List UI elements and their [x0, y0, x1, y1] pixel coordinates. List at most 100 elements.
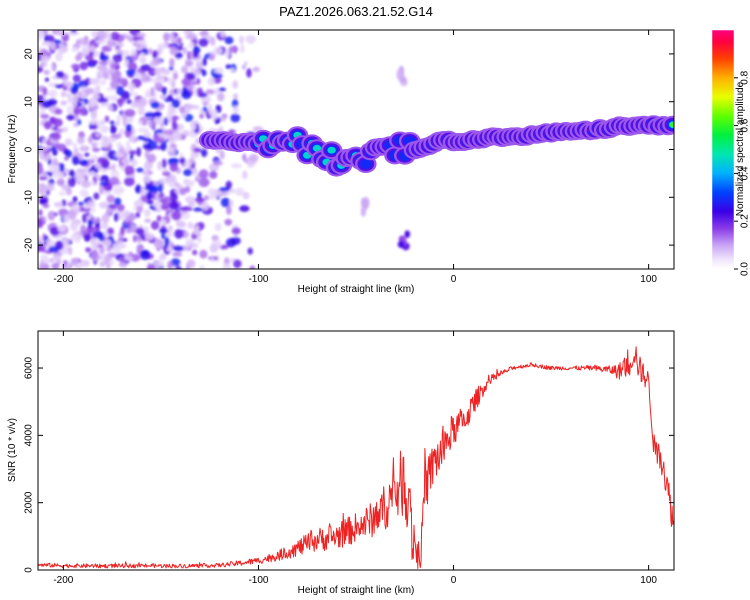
- spectrogram-y-tick-label: 0: [24, 146, 35, 152]
- noise-blob: [84, 87, 95, 95]
- noise-blob: [247, 247, 253, 255]
- noise-blob: [218, 87, 226, 92]
- noise-blob: [201, 201, 210, 211]
- noise-blob: [172, 251, 183, 257]
- noise-blob: [139, 57, 147, 64]
- noise-blob: [207, 77, 215, 86]
- noise-blob: [205, 89, 215, 95]
- noise-blob: [171, 122, 179, 131]
- noise-blob: [239, 35, 244, 44]
- snr-y-label: SNR (10 * v/v): [7, 418, 18, 482]
- noise-blob: [82, 213, 87, 224]
- side-lobe-blob: [361, 206, 366, 217]
- noise-blob: [72, 196, 78, 203]
- noise-blob: [168, 225, 173, 232]
- noise-blob: [77, 136, 85, 145]
- noise-blob: [198, 38, 209, 47]
- noise-blob: [61, 126, 69, 133]
- spectrogram-y-ticks: -20 -10 0 10 20: [24, 48, 674, 252]
- noise-blob: [62, 214, 70, 223]
- snr-y-tick-label: 2000: [24, 491, 35, 514]
- noise-blob: [99, 261, 106, 268]
- spectrogram-side-lobes: [360, 65, 411, 251]
- noise-blob: [123, 177, 135, 187]
- noise-blob: [92, 147, 101, 153]
- noise-blob: [103, 230, 109, 237]
- noise-blob: [213, 160, 223, 166]
- noise-blob: [139, 52, 146, 58]
- snr-x-tick-label: -100: [248, 575, 268, 586]
- noise-blob: [166, 231, 173, 238]
- noise-blob: [70, 63, 80, 69]
- noise-blob: [166, 112, 173, 119]
- noise-blob: [243, 61, 248, 66]
- noise-blob: [232, 80, 239, 89]
- noise-blob: [232, 93, 239, 100]
- noise-blob: [130, 48, 137, 57]
- spectrogram-y-label: Frequency (Hz): [7, 115, 18, 184]
- noise-blob: [66, 114, 75, 121]
- noise-blob: [217, 92, 225, 102]
- snr-frame: [37, 330, 675, 571]
- noise-blob: [104, 115, 110, 123]
- noise-blob: [91, 217, 101, 224]
- noise-blob: [219, 187, 231, 192]
- noise-blob: [115, 49, 125, 55]
- noise-blob: [192, 50, 199, 59]
- noise-blob: [97, 97, 109, 104]
- spectrogram-y-tick-label: 20: [24, 48, 35, 60]
- noise-blob: [179, 187, 187, 196]
- noise-blob: [77, 201, 85, 206]
- noise-blob: [160, 219, 167, 226]
- noise-blob: [48, 246, 59, 253]
- noise-blob: [192, 229, 200, 234]
- noise-blob: [163, 117, 169, 126]
- noise-blob: [42, 258, 52, 264]
- noise-blob: [154, 242, 164, 250]
- noise-blob: [136, 167, 144, 173]
- noise-blob: [169, 46, 178, 56]
- snr-x-tick-label: -200: [53, 575, 73, 586]
- noise-blob: [88, 44, 96, 53]
- noise-blob: [54, 108, 63, 115]
- noise-blob: [187, 72, 196, 81]
- noise-blob: [135, 211, 141, 218]
- noise-blob: [181, 78, 192, 86]
- noise-blob: [72, 142, 78, 148]
- noise-blob: [138, 97, 148, 107]
- noise-blob: [170, 258, 181, 267]
- noise-blob: [197, 237, 202, 243]
- ridge-blob: [327, 146, 336, 154]
- noise-blob: [88, 119, 100, 125]
- noise-blob: [231, 163, 242, 169]
- noise-blob: [158, 76, 166, 83]
- noise-blob: [169, 57, 175, 68]
- noise-blob: [38, 245, 44, 253]
- noise-blob: [42, 61, 48, 68]
- noise-blob: [79, 189, 89, 197]
- noise-blob: [114, 212, 119, 222]
- noise-blob: [54, 84, 64, 89]
- noise-blob: [125, 118, 134, 123]
- colorbar-gradient: [712, 30, 734, 269]
- noise-blob: [180, 206, 187, 212]
- noise-blob: [86, 232, 91, 242]
- noise-blob: [75, 54, 81, 62]
- noise-blob: [211, 73, 223, 79]
- noise-blob: [125, 123, 133, 132]
- noise-blob: [200, 148, 208, 158]
- colorbar-label: Normalized spectral amplitude: [735, 81, 746, 216]
- noise-blob: [252, 66, 260, 73]
- colorbar-tick-label: 0.4: [740, 166, 750, 180]
- noise-blob: [76, 168, 87, 173]
- noise-blob: [150, 86, 155, 97]
- noise-blob: [85, 53, 94, 61]
- noise-blob: [115, 65, 120, 70]
- noise-blob: [46, 153, 52, 160]
- noise-blob: [144, 209, 151, 217]
- noise-blob: [120, 226, 125, 235]
- noise-blob: [110, 169, 120, 180]
- noise-blob: [144, 218, 152, 223]
- snr-x-tick-label: 100: [640, 575, 657, 586]
